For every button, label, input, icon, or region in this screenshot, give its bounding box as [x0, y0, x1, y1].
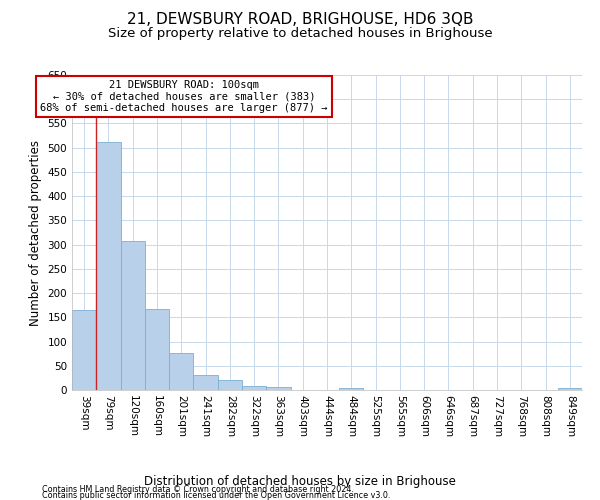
Bar: [145, 309, 169, 390]
Bar: [218, 380, 242, 390]
Y-axis label: Number of detached properties: Number of detached properties: [29, 140, 42, 326]
Bar: [96, 142, 121, 390]
Text: Distribution of detached houses by size in Brighouse: Distribution of detached houses by size …: [144, 474, 456, 488]
Text: Contains HM Land Registry data © Crown copyright and database right 2024.: Contains HM Land Registry data © Crown c…: [42, 485, 354, 494]
Text: 21, DEWSBURY ROAD, BRIGHOUSE, HD6 3QB: 21, DEWSBURY ROAD, BRIGHOUSE, HD6 3QB: [127, 12, 473, 28]
Bar: [242, 386, 266, 390]
Text: Size of property relative to detached houses in Brighouse: Size of property relative to detached ho…: [107, 28, 493, 40]
Bar: [72, 310, 96, 390]
Bar: [121, 241, 145, 390]
Bar: [169, 353, 193, 390]
Bar: [558, 388, 582, 390]
Bar: [266, 387, 290, 390]
Bar: [193, 375, 218, 390]
Text: Contains public sector information licensed under the Open Government Licence v3: Contains public sector information licen…: [42, 490, 391, 500]
Text: 21 DEWSBURY ROAD: 100sqm
← 30% of detached houses are smaller (383)
68% of semi-: 21 DEWSBURY ROAD: 100sqm ← 30% of detach…: [40, 80, 328, 113]
Bar: [339, 388, 364, 390]
